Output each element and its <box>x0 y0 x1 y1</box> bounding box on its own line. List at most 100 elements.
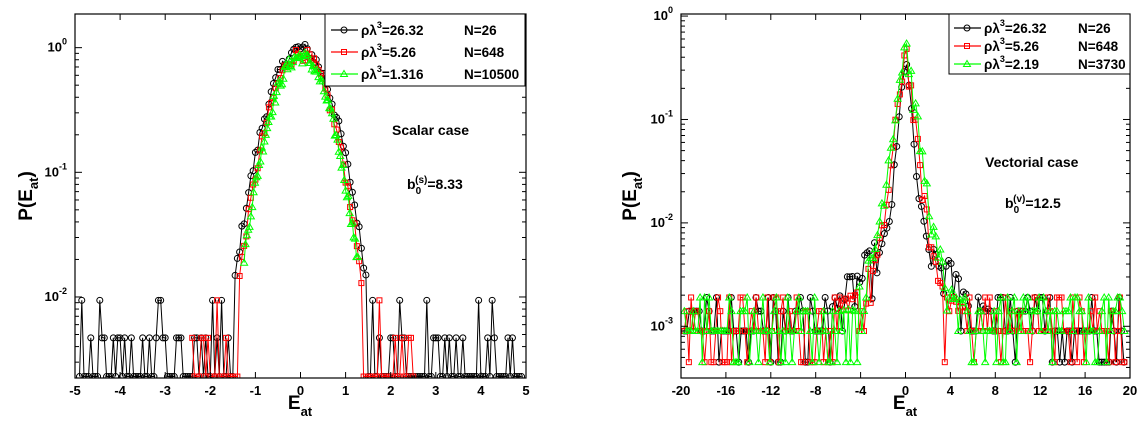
data-point <box>205 334 212 341</box>
data-point <box>954 275 962 283</box>
data-point <box>812 326 822 335</box>
data-point <box>891 115 900 124</box>
data-point <box>80 373 88 378</box>
legend-marker <box>339 69 349 77</box>
data-point <box>914 135 921 142</box>
data-point <box>463 373 471 378</box>
data-point <box>1117 306 1127 315</box>
data-point <box>214 297 221 304</box>
data-point <box>843 273 851 281</box>
x-tick-label: -1 <box>250 383 262 398</box>
data-point <box>986 294 993 301</box>
data-point <box>123 373 131 378</box>
data-point <box>517 373 525 378</box>
data-point <box>810 292 819 301</box>
data-point <box>783 292 793 301</box>
data-point <box>260 137 269 145</box>
data-point <box>857 326 867 335</box>
data-point <box>861 292 871 301</box>
data-point <box>922 178 932 187</box>
data-point <box>335 151 345 159</box>
data-point <box>445 334 453 342</box>
data-point <box>807 357 817 366</box>
data-point <box>323 95 333 103</box>
data-point <box>1007 306 1017 315</box>
data-point <box>1077 306 1087 315</box>
data-point <box>917 202 925 210</box>
data-point <box>348 188 356 196</box>
data-point <box>858 274 866 282</box>
data-point <box>1111 306 1120 315</box>
data-point <box>353 243 360 250</box>
data-point <box>479 373 487 378</box>
data-point <box>944 292 954 301</box>
y-tick-label: 100 <box>48 37 67 55</box>
data-point <box>118 373 126 378</box>
x-tick-label: 20 <box>1123 383 1137 398</box>
data-point <box>929 222 938 230</box>
data-point <box>733 357 743 366</box>
data-point <box>1084 292 1093 301</box>
data-point <box>515 373 523 378</box>
left-case-annotation: Scalar case <box>392 122 469 138</box>
x-tick-label: -12 <box>761 383 780 398</box>
data-point <box>1115 292 1125 301</box>
data-point <box>89 373 97 378</box>
data-point <box>277 79 287 88</box>
x-tick-label: 4 <box>947 383 955 398</box>
data-point <box>236 272 243 279</box>
data-point <box>700 292 709 301</box>
data-point <box>312 65 322 73</box>
data-point <box>735 328 742 335</box>
data-point <box>306 58 315 66</box>
data-point <box>1056 358 1064 366</box>
x-tick-label: -3 <box>159 383 171 398</box>
data-point <box>250 178 260 186</box>
data-point <box>114 334 122 342</box>
data-point <box>778 326 788 335</box>
x-tick-label: 4 <box>477 383 485 398</box>
data-point <box>695 292 705 301</box>
data-point <box>398 334 405 341</box>
data-point <box>103 373 111 378</box>
data-point <box>1018 292 1028 301</box>
data-point <box>506 373 514 378</box>
data-point <box>821 326 831 335</box>
data-point <box>855 281 864 290</box>
data-point <box>881 221 888 228</box>
data-point <box>830 326 840 335</box>
data-point <box>724 292 734 301</box>
data-point <box>513 373 521 378</box>
data-point <box>152 334 160 342</box>
data-point <box>181 373 189 378</box>
data-point <box>297 58 307 67</box>
data-point <box>900 42 909 51</box>
data-point <box>369 296 377 304</box>
data-point <box>859 306 869 314</box>
data-point <box>772 292 781 301</box>
data-point <box>870 244 880 253</box>
data-point <box>942 306 952 314</box>
legend-count: N=648 <box>1078 39 1119 54</box>
data-point <box>763 326 772 335</box>
data-point <box>715 294 722 301</box>
data-point <box>396 296 404 304</box>
data-point <box>1095 326 1105 335</box>
data-point <box>958 298 968 307</box>
data-point <box>329 114 338 122</box>
data-point <box>888 134 898 143</box>
x-tick-label: 5 <box>522 383 529 398</box>
data-point <box>132 373 140 378</box>
data-point <box>947 259 955 267</box>
data-point <box>319 86 329 95</box>
data-point <box>978 326 988 335</box>
data-point <box>769 306 779 315</box>
data-point <box>423 296 431 304</box>
legend-label: ρλ3=5.26 <box>984 36 1040 54</box>
legend-label: ρλ3=26.32 <box>361 20 424 38</box>
data-point <box>962 306 972 315</box>
data-point <box>926 229 936 238</box>
data-point <box>800 359 807 366</box>
data-point <box>803 306 813 315</box>
data-point <box>971 326 981 335</box>
